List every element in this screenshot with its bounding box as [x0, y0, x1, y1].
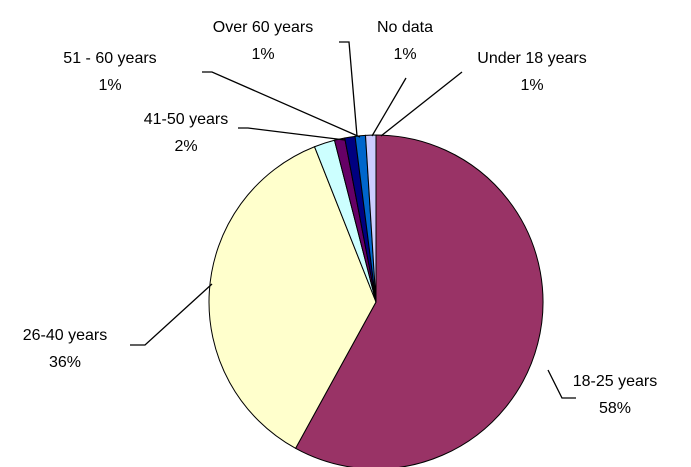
pie-slices: [208, 134, 544, 467]
slice-percent-41-50-years: 2%: [174, 138, 197, 155]
slice-label-26-40-years: 26-40 years: [23, 327, 108, 344]
slice-label-18-25-years: 18-25 years: [573, 373, 658, 390]
leader-line-under-18-years: [380, 71, 463, 137]
slice-percent-no-data: 1%: [393, 46, 416, 63]
leader-line-51-60-years: [202, 71, 361, 138]
leader-lines: [130, 41, 576, 399]
slice-percent-18-25-years: 58%: [599, 400, 631, 417]
slice-label-no-data: No data: [377, 19, 433, 36]
slice-label-over-60-years: Over 60 years: [213, 19, 313, 36]
slice-percent-under-18-years: 1%: [520, 77, 543, 94]
slice-label-under-18-years: Under 18 years: [477, 50, 586, 67]
slice-percent-51-60-years: 1%: [98, 77, 121, 94]
leader-line-26-40-years: [130, 283, 213, 346]
leader-line-no-data: [371, 77, 407, 137]
slice-labels: 18-25 years 58% 26-40 years 36% 41-50 years 2…: [23, 19, 658, 417]
leader-line-over-60-years: [339, 41, 358, 137]
slice-label-51-60-years: 51 - 60 years: [63, 50, 156, 67]
slice-26-40-years: [208, 146, 377, 450]
slice-under-18-years: [364, 134, 377, 303]
slice-18-25-years: [294, 134, 544, 467]
leader-line-18-25-years: [547, 369, 576, 399]
slice-percent-26-40-years: 36%: [49, 354, 81, 371]
leader-line-41-50-years: [238, 127, 346, 141]
slice-label-41-50-years: 41-50 years: [144, 111, 229, 128]
slice-percent-over-60-years: 1%: [251, 46, 274, 63]
